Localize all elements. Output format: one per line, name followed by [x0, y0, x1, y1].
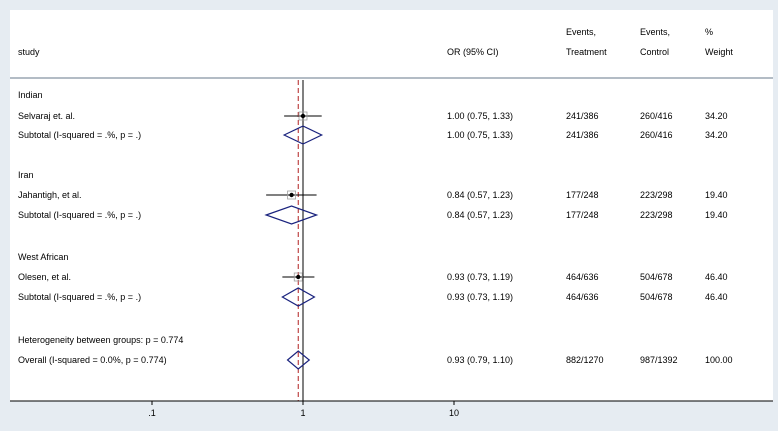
subtotal-weight: 34.20	[705, 130, 728, 140]
subtotal-or-ci: 0.93 (0.73, 1.19)	[447, 292, 513, 302]
subtotal-events-treatment: 177/248	[566, 210, 599, 220]
study-or-ci: 0.93 (0.73, 1.19)	[447, 272, 513, 282]
study-label: Olesen, et al.	[18, 272, 71, 282]
x-tick-label: 10	[449, 408, 459, 418]
header-events-control-line1: Events,	[640, 27, 670, 37]
header-events-control-line2: Control	[640, 47, 669, 57]
subtotal-or-ci: 1.00 (0.75, 1.33)	[447, 130, 513, 140]
plot-background	[10, 10, 773, 401]
study-label: Selvaraj et. al.	[18, 111, 75, 121]
study-events-control: 504/678	[640, 272, 673, 282]
group-label: Iran	[18, 170, 34, 180]
header-events-treatment-line2: Treatment	[566, 47, 607, 57]
overall-or-ci: 0.93 (0.79, 1.10)	[447, 355, 513, 365]
subtotal-diamond	[281, 287, 316, 307]
overall-weight: 100.00	[705, 355, 733, 365]
study-events-treatment: 177/248	[566, 190, 599, 200]
subtotal-diamond	[264, 205, 319, 225]
weight-box	[298, 111, 308, 121]
subtotal-events-control: 223/298	[640, 210, 673, 220]
weight-box	[293, 272, 303, 282]
study-weight: 19.40	[705, 190, 728, 200]
study-weight: 46.40	[705, 272, 728, 282]
header-weight-line1: %	[705, 27, 713, 37]
header-events-treatment-line1: Events,	[566, 27, 596, 37]
subtotal-weight: 46.40	[705, 292, 728, 302]
study-label: Jahantigh, et al.	[18, 190, 82, 200]
x-tick-label: 1	[300, 408, 305, 418]
point-estimate	[296, 274, 301, 280]
point-estimate	[289, 192, 294, 198]
heterogeneity-note: Heterogeneity between groups: p = 0.774	[18, 335, 183, 345]
study-events-control: 223/298	[640, 190, 673, 200]
overall-events-control: 987/1392	[640, 355, 678, 365]
overall-diamond	[286, 350, 311, 370]
group-label: West African	[18, 252, 68, 262]
subtotal-events-control: 260/416	[640, 130, 673, 140]
subtotal-events-control: 504/678	[640, 292, 673, 302]
x-tick-label: .1	[148, 408, 156, 418]
subtotal-events-treatment: 464/636	[566, 292, 599, 302]
point-estimate	[300, 113, 306, 119]
weight-box	[287, 190, 296, 200]
subtotal-weight: 19.40	[705, 210, 728, 220]
group-label: Indian	[18, 90, 43, 100]
study-events-treatment: 241/386	[566, 111, 599, 121]
study-weight: 34.20	[705, 111, 728, 121]
overall-events-treatment: 882/1270	[566, 355, 604, 365]
header-study: study	[18, 47, 40, 57]
subtotal-events-treatment: 241/386	[566, 130, 599, 140]
header-weight-line2: Weight	[705, 47, 733, 57]
subtotal-label: Subtotal (I-squared = .%, p = .)	[18, 210, 141, 220]
subtotal-or-ci: 0.84 (0.57, 1.23)	[447, 210, 513, 220]
study-or-ci: 0.84 (0.57, 1.23)	[447, 190, 513, 200]
subtotal-label: Subtotal (I-squared = .%, p = .)	[18, 292, 141, 302]
header-or: OR (95% CI)	[447, 47, 499, 57]
overall-label: Overall (I-squared = 0.0%, p = 0.774)	[18, 355, 167, 365]
subtotal-diamond	[282, 125, 324, 145]
subtotal-label: Subtotal (I-squared = .%, p = .)	[18, 130, 141, 140]
study-events-control: 260/416	[640, 111, 673, 121]
study-or-ci: 1.00 (0.75, 1.33)	[447, 111, 513, 121]
study-events-treatment: 464/636	[566, 272, 599, 282]
